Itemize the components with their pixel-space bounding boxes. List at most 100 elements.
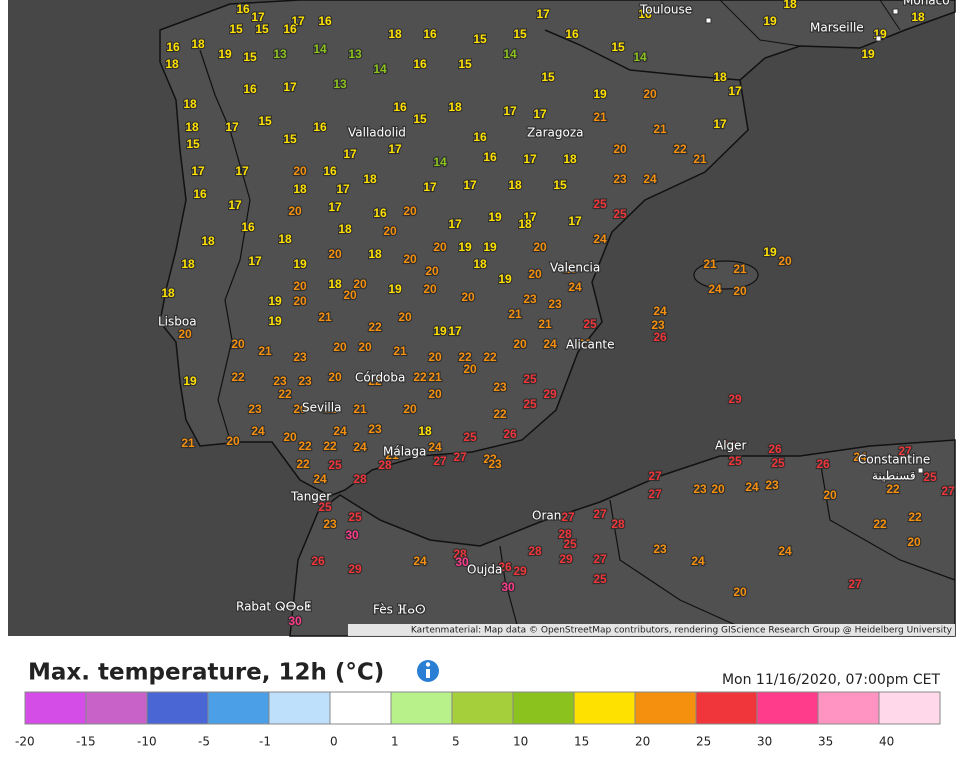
temperature-label: 16: [243, 82, 257, 96]
temperature-label: 20: [711, 482, 725, 496]
legend-swatch: [573, 691, 636, 725]
temperature-label: 30: [288, 614, 302, 628]
temperature-label: 27: [593, 552, 607, 566]
legend-swatch: [390, 691, 453, 725]
temperature-label: 18: [911, 10, 925, 24]
temperature-label: 24: [313, 472, 327, 486]
temperature-label: 20: [283, 430, 297, 444]
temperature-label: 15: [186, 137, 200, 151]
city-label: Sevilla: [302, 401, 341, 415]
temperature-label: 25: [563, 537, 577, 551]
temperature-label: 18: [293, 182, 307, 196]
temperature-label: 14: [373, 62, 387, 76]
temperature-label: 21: [353, 402, 367, 416]
temperature-label: 22: [493, 407, 507, 421]
temperature-label: 18: [191, 37, 205, 51]
temperature-label: 26: [768, 442, 782, 456]
temperature-label: 20: [328, 370, 342, 384]
temperature-label: 15: [541, 70, 555, 84]
city-layer: Toulouse Marseille Monaco Valladolid Zaragoz…: [157, 0, 951, 618]
temperature-label: 20: [533, 240, 547, 254]
legend-swatch: [24, 691, 87, 725]
attribution-box: [348, 624, 955, 636]
temperature-label: 21: [393, 344, 407, 358]
temperature-label: 20: [178, 327, 192, 341]
temperature-label: 25: [593, 197, 607, 211]
temperature-label: 19: [218, 47, 232, 61]
temperature-label: 17: [251, 10, 265, 24]
temperature-label: 18: [713, 70, 727, 84]
legend-tick-label: 5: [452, 735, 460, 749]
temperature-label: 15: [611, 40, 625, 54]
temperature-label: 18: [161, 286, 175, 300]
legend-swatch: [268, 691, 331, 725]
legend-tick-label: 1: [391, 735, 399, 749]
temperature-label: 20: [428, 387, 442, 401]
temperature-label: 23: [578, 337, 592, 351]
temperature-label: 30: [501, 580, 515, 594]
temperature-label: 25: [523, 397, 537, 411]
temperature-label: 16: [236, 2, 250, 16]
temperature-label: 19: [293, 257, 307, 271]
temperature-label: 22: [231, 370, 245, 384]
temperature-label: 18: [278, 232, 292, 246]
legend-swatch: [451, 691, 514, 725]
legend-tick-label: 0: [330, 735, 338, 749]
temperature-label: 21: [258, 344, 272, 358]
temperature-label: 23: [651, 318, 665, 332]
temperature-label: 16: [193, 187, 207, 201]
city-label: Zaragoza: [527, 126, 583, 140]
temperature-label: 18: [165, 57, 179, 71]
temperature-label: 29: [559, 552, 573, 566]
temperature-label: 21: [693, 152, 707, 166]
city-label: قسنطينة: [872, 469, 916, 483]
temperature-label: 20: [433, 240, 447, 254]
city-label: Alicante: [566, 338, 615, 352]
temperature-label: 21: [703, 257, 717, 271]
attribution: Kartenmaterial: Map data © OpenStreetMap…: [411, 626, 953, 636]
temperature-label: 18: [363, 172, 377, 186]
temperature-label: 25: [348, 510, 362, 524]
temperature-label: 24: [745, 480, 759, 494]
temperature-label: 24: [653, 304, 667, 318]
temperature-label: 18: [448, 100, 462, 114]
temperature-label: 17: [336, 182, 350, 196]
temperature-label: 29: [543, 387, 557, 401]
temperature-label: 28: [353, 472, 367, 486]
temperature-label: 17: [536, 7, 550, 21]
temperature-label: 17: [728, 84, 742, 98]
temperature-label: 17: [503, 104, 517, 118]
temperature-label: 18: [563, 152, 577, 166]
temperature-label: 20: [733, 585, 747, 599]
city-label: Lisboa: [158, 315, 197, 329]
temperature-label: 30: [455, 555, 469, 569]
temperature-label: 16: [638, 7, 652, 21]
info-icon[interactable]: [417, 660, 439, 682]
border-portugal: [199, 49, 251, 441]
temperature-label: 18: [328, 277, 342, 291]
temperature-label: 28: [378, 458, 392, 472]
temperature-label: 17: [713, 117, 727, 131]
temperature-label: 23: [693, 482, 707, 496]
temperature-label: 22: [298, 439, 312, 453]
temperature-label: 15: [229, 22, 243, 36]
legend-date: Mon 11/16/2020, 07:00pm CET: [722, 672, 941, 688]
temperature-label: 24: [593, 232, 607, 246]
temperature-label: 21: [733, 262, 747, 276]
temperature-label: 16: [565, 27, 579, 41]
temperature-label: 20: [328, 247, 342, 261]
city-label: Córdoba: [355, 371, 405, 385]
temperature-label: 18: [418, 424, 432, 438]
temperature-label: 15: [255, 22, 269, 36]
temperature-label: 20: [293, 402, 307, 416]
temperature-label: 22: [886, 482, 900, 496]
temperature-label: 25: [923, 470, 937, 484]
temperature-label: 16: [166, 40, 180, 54]
temperature-label: 15: [513, 27, 527, 41]
temperature-label: 16: [393, 100, 407, 114]
temperature-label: 18: [508, 178, 522, 192]
temperature-label: 22: [483, 350, 497, 364]
